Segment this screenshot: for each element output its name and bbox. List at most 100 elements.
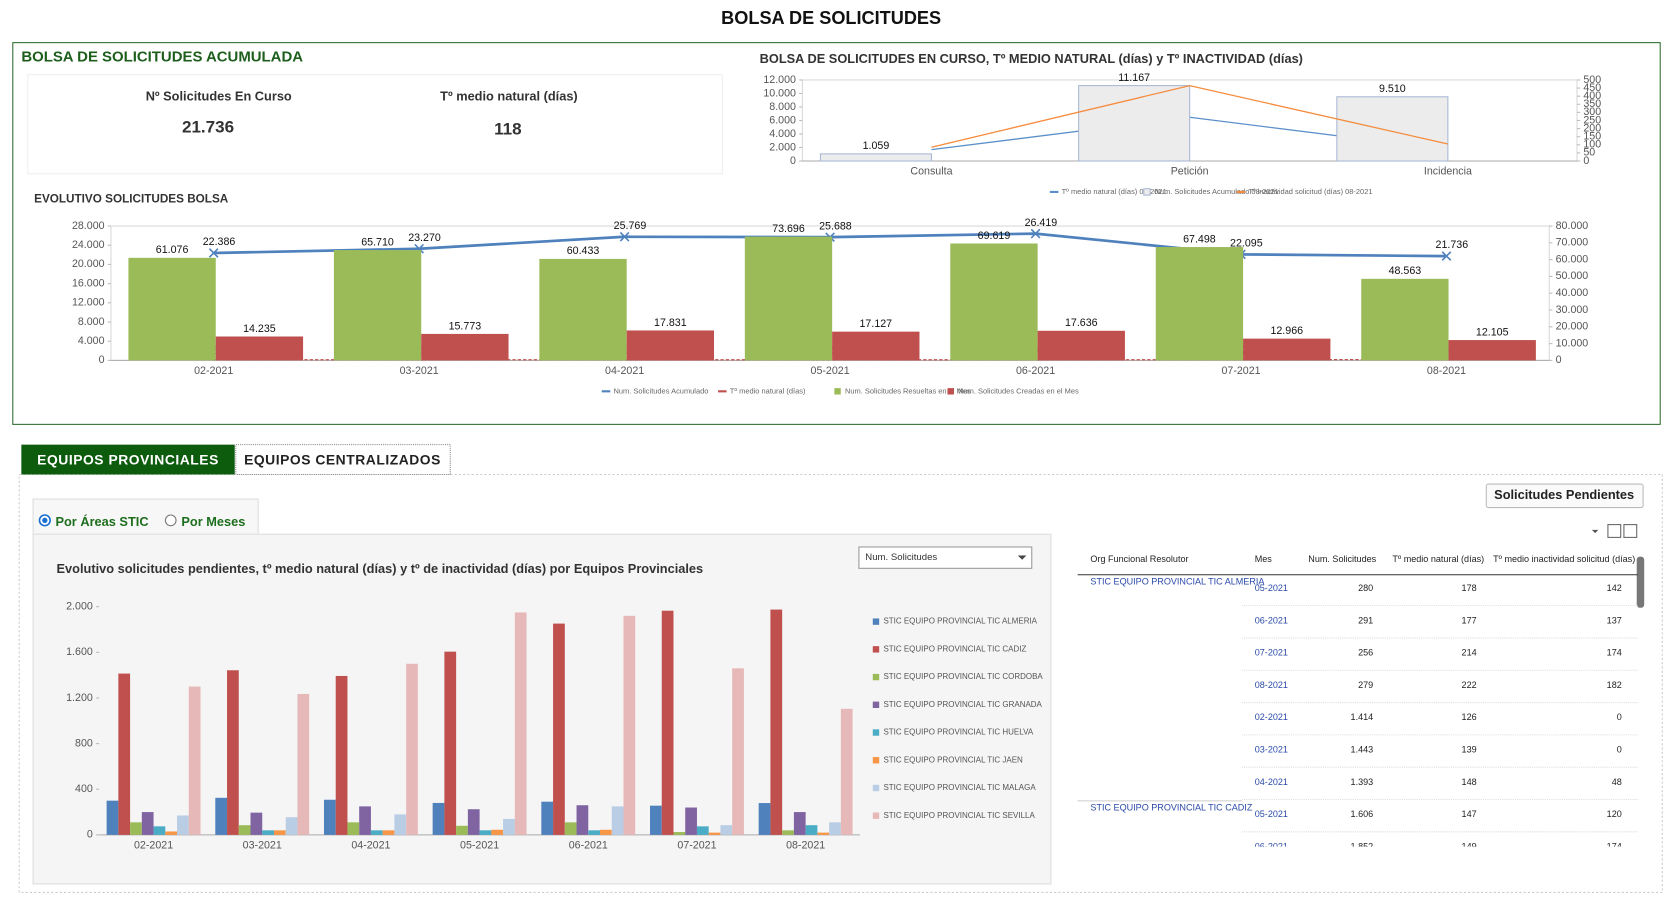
scrollbar[interactable] — [1636, 556, 1645, 608]
bar — [758, 803, 771, 835]
legend-label: Num. Solicitudes Creadas en el Mes — [958, 386, 1079, 395]
radio-label[interactable]: Por Áreas STIC — [55, 514, 148, 529]
y-tick-label: 2.000 — [769, 141, 796, 153]
column-header: Tº medio natural (días) — [1392, 554, 1484, 564]
bar — [188, 686, 201, 835]
cell: 05-2021 — [1255, 809, 1288, 819]
y2-tick-label: 200 — [1583, 122, 1601, 134]
y-tick-label: 12.000 — [763, 74, 796, 86]
y2-tick-label: 150 — [1583, 131, 1601, 143]
bar-label: 12.966 — [1270, 325, 1303, 337]
org-cell: STIC EQUIPO PROVINCIAL TIC ALMERIA — [1090, 577, 1265, 587]
kpi-label: Nº Solicitudes En Curso — [146, 88, 292, 103]
y2-tick-label: 250 — [1583, 114, 1601, 126]
kpi-value: 118 — [494, 120, 522, 139]
tab-panel — [18, 473, 1663, 894]
cell: 291 — [1358, 615, 1373, 625]
button-label[interactable]: Solicitudes Pendientes — [1494, 487, 1634, 502]
bar — [832, 331, 920, 361]
cell: 05-2021 — [1255, 583, 1288, 593]
legend-label: Tº inactividad solicitud (días) 08-2021 — [1248, 187, 1372, 196]
bar-label: 17.636 — [1065, 317, 1098, 329]
y-tick-label: 0 — [790, 155, 796, 167]
cell: 149 — [1462, 841, 1477, 851]
bar — [347, 822, 360, 835]
y-tick-label: 12.000 — [72, 297, 105, 309]
bar — [673, 832, 686, 835]
line-marker — [1441, 251, 1452, 261]
dropdown[interactable] — [858, 546, 1033, 569]
bar — [106, 800, 119, 835]
cell: 0 — [1617, 712, 1622, 722]
legend-label: Num. Solicitudes Acumulado — [614, 386, 709, 395]
y2-tick-label: 100 — [1583, 139, 1601, 151]
line-label: 22.095 — [1230, 238, 1263, 250]
cell: 1.443 — [1351, 745, 1374, 755]
y-tick-label: 4.000 — [769, 128, 796, 140]
tab-label[interactable]: EQUIPOS CENTRALIZADOS — [244, 451, 441, 467]
legend-swatch — [872, 784, 880, 792]
minimize[interactable] — [1607, 524, 1622, 538]
x-tick-label: 07-2021 — [677, 839, 716, 851]
kpi-label: Tº medio natural (días) — [440, 88, 578, 103]
bar — [1448, 340, 1536, 361]
x-tick-label: 08-2021 — [1427, 365, 1466, 377]
button[interactable] — [1485, 483, 1644, 509]
bar — [732, 668, 744, 835]
line-label: 26.419 — [1025, 217, 1058, 229]
bar-label: 48.563 — [1389, 265, 1422, 277]
x-tick-label: 02-2021 — [194, 365, 233, 377]
x-tick-label: 02-2021 — [134, 839, 173, 851]
tab-active[interactable] — [21, 444, 235, 475]
cell: 02-2021 — [1255, 712, 1288, 722]
radio[interactable] — [164, 514, 177, 527]
bar — [479, 830, 492, 835]
y-tick-label: 2.000 — [66, 601, 93, 613]
line-label: 22.386 — [203, 236, 236, 248]
bar — [118, 673, 131, 835]
y2-tick-label: 0 — [1583, 155, 1589, 167]
radio-label[interactable]: Por Meses — [181, 514, 245, 529]
bar — [359, 806, 371, 835]
bar — [467, 809, 480, 835]
bar — [335, 675, 348, 835]
bar-label: 73.696 — [772, 223, 805, 235]
menu-arrow[interactable] — [1591, 529, 1599, 534]
bar — [600, 829, 612, 835]
y2-tick-label: 80.000 — [1556, 220, 1589, 232]
y-tick-label: 400 — [75, 783, 93, 795]
bar-label: 1.059 — [863, 140, 890, 152]
cell: 126 — [1462, 712, 1477, 722]
line-marker — [619, 231, 630, 242]
cell: 222 — [1462, 680, 1477, 690]
tab[interactable] — [235, 444, 451, 476]
bar — [611, 806, 624, 835]
x-tick-label: 03-2021 — [243, 839, 282, 851]
legend-swatch — [872, 646, 880, 653]
bar-label: 17.831 — [654, 317, 687, 329]
bar — [406, 663, 418, 835]
bar — [227, 670, 239, 835]
y-tick-label: 1.200 — [66, 692, 93, 704]
cell: 280 — [1358, 583, 1373, 593]
legend-label: STIC EQUIPO PROVINCIAL TIC ALMERIA — [883, 617, 1037, 626]
cell: 1.606 — [1351, 809, 1374, 819]
bar — [541, 801, 554, 835]
panel-title: BOLSA DE SOLICITUDES ACUMULADA — [21, 49, 303, 66]
bar — [215, 336, 304, 361]
bar — [588, 830, 601, 835]
x-tick-label: Petición — [1171, 165, 1209, 177]
bar — [491, 829, 504, 835]
y2-tick-label: 60.000 — [1556, 253, 1589, 265]
bar — [840, 708, 853, 835]
dropdown-value[interactable]: Num. Solicitudes — [865, 552, 937, 563]
cell: 137 — [1607, 615, 1622, 625]
x-tick-label: 04-2021 — [605, 365, 644, 377]
tab-label[interactable]: EQUIPOS PROVINCIALES — [37, 451, 219, 467]
bar — [1037, 330, 1125, 361]
bar — [297, 693, 310, 835]
maximize[interactable] — [1623, 524, 1638, 538]
legend-swatch — [1143, 188, 1151, 196]
cell: 174 — [1607, 841, 1622, 851]
bar — [708, 832, 721, 835]
